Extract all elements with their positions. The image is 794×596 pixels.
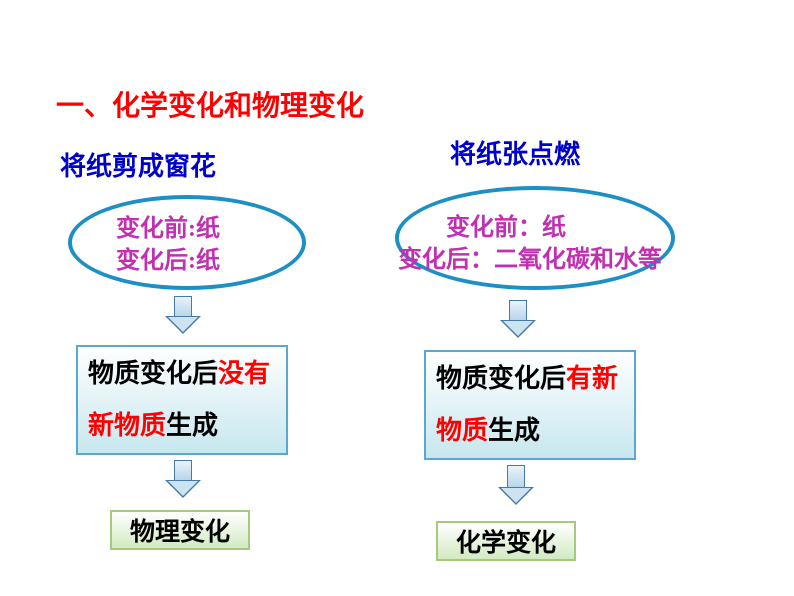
- right-description-box: 物质变化后有新物质生成: [424, 350, 636, 460]
- right-arrow-1: [500, 300, 536, 338]
- left-arrow-1: [165, 296, 201, 334]
- left-ellipse-text: 变化前:纸 变化后:纸: [116, 213, 220, 278]
- arrow-stem: [507, 465, 525, 487]
- arrow-stem: [174, 296, 192, 316]
- right-subtitle: 将纸张点燃: [450, 134, 580, 171]
- arrow-head: [165, 316, 201, 334]
- arrow-head: [498, 487, 534, 505]
- right-ellipse-line2: 变化后：二氧化碳和水等: [398, 247, 662, 273]
- text-segment: 生成: [166, 411, 218, 440]
- section-title: 一、化学变化和物理变化: [56, 84, 364, 124]
- text-segment: 生成: [488, 416, 540, 445]
- arrow-head: [500, 320, 536, 338]
- left-ellipse-line1: 变化前:纸: [116, 216, 220, 242]
- left-description-box: 物质变化后没有新物质生成: [76, 345, 288, 455]
- right-ellipse-text: 变化前：纸 变化后：二氧化碳和水等: [398, 212, 662, 277]
- arrow-stem: [174, 460, 192, 480]
- right-result-box: 化学变化: [436, 521, 576, 561]
- left-subtitle: 将纸剪成窗花: [60, 146, 216, 183]
- right-arrow-2: [498, 465, 534, 505]
- arrow-head: [165, 480, 201, 498]
- text-segment: 物质变化后: [436, 364, 566, 393]
- arrow-stem: [509, 300, 527, 320]
- left-arrow-2: [165, 460, 201, 498]
- right-box-text: 物质变化后有新物质生成: [436, 353, 624, 457]
- left-result-box: 物理变化: [110, 510, 250, 550]
- right-ellipse-line1: 变化前：纸: [398, 215, 566, 241]
- left-ellipse-line2: 变化后:纸: [116, 248, 220, 274]
- text-segment: 物质变化后: [88, 359, 218, 388]
- left-box-text: 物质变化后没有新物质生成: [88, 348, 276, 452]
